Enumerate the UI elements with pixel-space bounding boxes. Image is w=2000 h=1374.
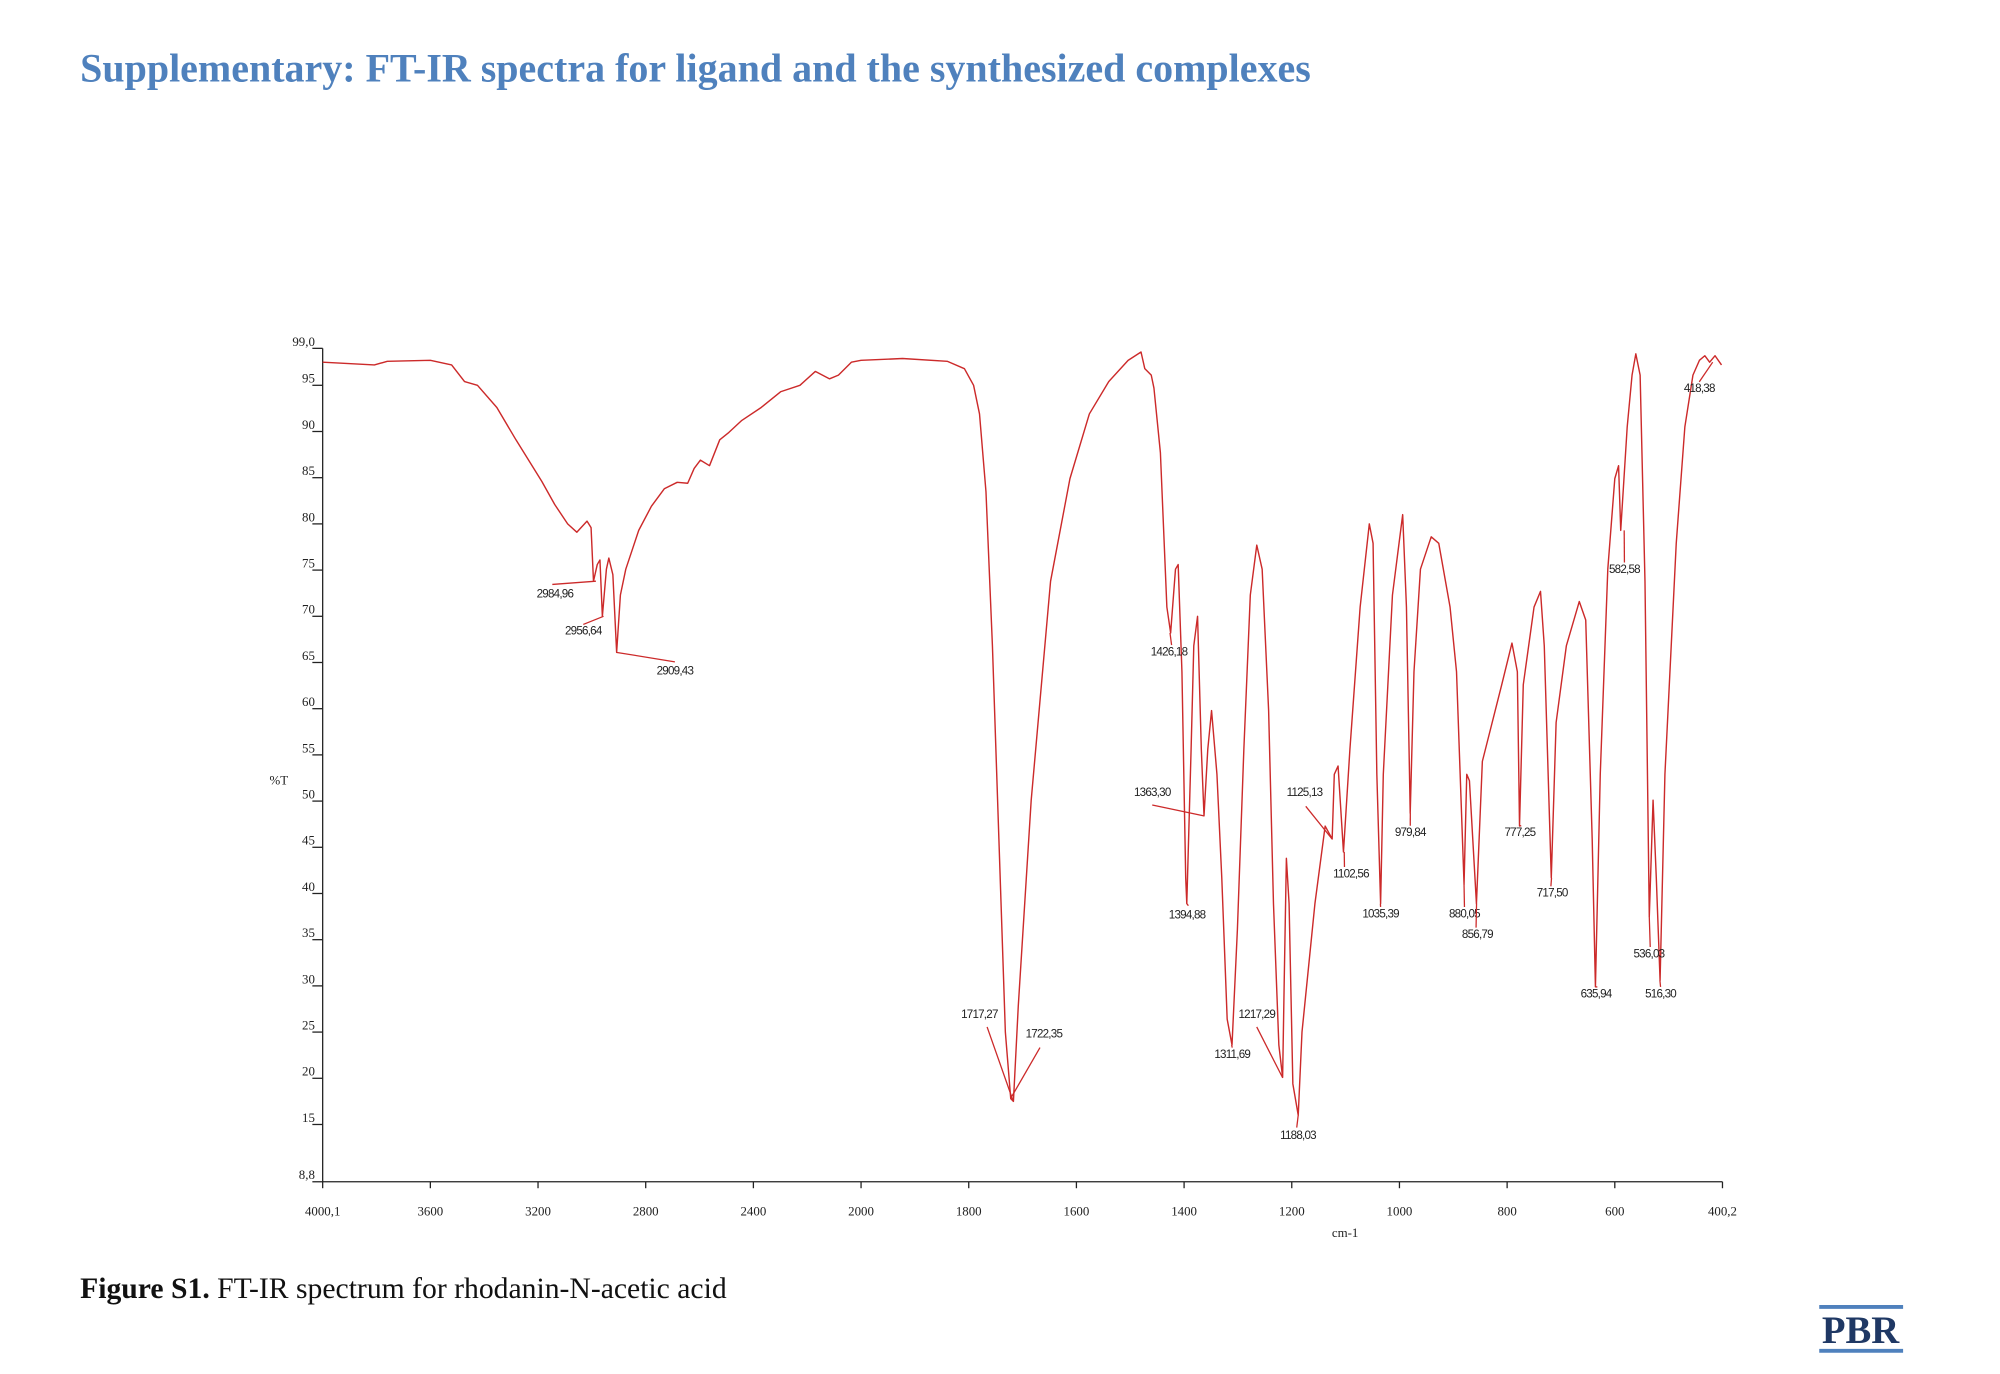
peak-label: 1125,13 bbox=[1287, 786, 1323, 799]
y-axis-label: %T bbox=[269, 773, 288, 787]
y-tick-label: 60 bbox=[302, 695, 315, 709]
x-tick-label: 1200 bbox=[1279, 1204, 1305, 1218]
peak-leader bbox=[1550, 877, 1553, 887]
y-tick-label: 35 bbox=[302, 926, 315, 940]
peak-leader bbox=[1659, 980, 1662, 988]
x-tick-label: 1400 bbox=[1171, 1204, 1197, 1218]
x-tick-label: 400,2 bbox=[1708, 1204, 1737, 1218]
peak-label: 2984,96 bbox=[537, 587, 574, 600]
y-tick-label: 80 bbox=[302, 510, 315, 524]
peak-leader bbox=[1231, 1044, 1233, 1048]
peak-leader bbox=[1648, 916, 1651, 947]
peak-label: 1363,30 bbox=[1134, 786, 1171, 799]
peak-leader bbox=[552, 580, 596, 586]
y-tick-label: 90 bbox=[302, 418, 315, 432]
x-tick-label: 3600 bbox=[417, 1204, 443, 1218]
page-title: Supplementary: FT-IR spectra for ligand … bbox=[80, 45, 1311, 90]
peak-label: 536,03 bbox=[1634, 947, 1665, 960]
x-tick-label: 600 bbox=[1605, 1204, 1624, 1218]
peak-label: 418,38 bbox=[1684, 382, 1715, 395]
x-tick-label: 1800 bbox=[956, 1204, 982, 1218]
chart: 99,0 95 90 85 80 75 70 65 60 55 50 45 40 35 30 25 20 15 8,… bbox=[269, 335, 1736, 1240]
x-tick-label: 2800 bbox=[633, 1204, 659, 1218]
y-tick-label: 95 bbox=[302, 372, 315, 386]
caption-label: Figure S1. bbox=[80, 1273, 210, 1305]
x-tick-label: 1000 bbox=[1387, 1204, 1413, 1218]
peak-label: 2909,43 bbox=[657, 665, 694, 678]
peak-label: 1394,88 bbox=[1169, 909, 1206, 922]
peak-leader bbox=[1698, 361, 1714, 383]
y-tick-label: 25 bbox=[302, 1019, 315, 1033]
x-tick-label: 3200 bbox=[525, 1204, 551, 1218]
y-tick-label: 65 bbox=[302, 649, 315, 663]
spectrum-line bbox=[322, 351, 1723, 1116]
peak-label: 2956,64 bbox=[565, 625, 603, 638]
peak-label: 777,25 bbox=[1504, 826, 1535, 839]
figure-caption: Figure S1. FT-IR spectrum for rhodanin-N… bbox=[80, 1273, 727, 1305]
logo: PBR bbox=[1822, 1310, 1900, 1352]
peak-leader bbox=[1152, 804, 1204, 817]
y-tick-label: 75 bbox=[302, 557, 315, 571]
x-tick-label: 800 bbox=[1497, 1204, 1516, 1218]
peak-label: 1426,18 bbox=[1151, 645, 1188, 658]
peak-label: 1188,03 bbox=[1280, 1129, 1316, 1142]
caption-text: FT-IR spectrum for rhodanin-N-acetic aci… bbox=[217, 1273, 727, 1305]
y-tick-label: 40 bbox=[302, 880, 315, 894]
y-tick-label: 30 bbox=[302, 972, 315, 986]
x-tick-label: 4000,1 bbox=[305, 1204, 340, 1218]
peak-label: 635,94 bbox=[1581, 987, 1613, 1000]
y-tick-label: 20 bbox=[302, 1065, 315, 1079]
y-tick-label: 70 bbox=[302, 603, 315, 617]
peak-leader bbox=[583, 615, 604, 626]
peak-leader bbox=[986, 1026, 1014, 1102]
x-axis-label: cm-1 bbox=[1332, 1226, 1359, 1240]
y-tick-label: 55 bbox=[302, 741, 315, 755]
peak-label: 1311,69 bbox=[1214, 1048, 1250, 1061]
peak-leader bbox=[1305, 805, 1333, 840]
peak-label: 1035,39 bbox=[1362, 907, 1399, 920]
peak-label: 582,58 bbox=[1609, 563, 1640, 576]
peak-leader bbox=[1256, 1026, 1284, 1078]
y-tick-label: 50 bbox=[302, 788, 315, 802]
x-tick-label: 2000 bbox=[848, 1204, 874, 1218]
peak-label: 516,30 bbox=[1645, 987, 1676, 1000]
peak-label: 880,05 bbox=[1449, 907, 1480, 920]
y-tick-label: 15 bbox=[302, 1111, 315, 1125]
peak-label: 856,79 bbox=[1462, 928, 1493, 941]
peak-label: 1217,29 bbox=[1238, 1008, 1275, 1021]
peak-leader bbox=[1186, 903, 1189, 907]
peak-leader bbox=[1009, 1047, 1041, 1099]
peak-leader bbox=[1169, 632, 1173, 646]
peak-label: 1102,56 bbox=[1333, 867, 1369, 880]
peak-label: 717,50 bbox=[1537, 887, 1568, 900]
peak-leader bbox=[1296, 1115, 1299, 1128]
peak-label: 1717,27 bbox=[961, 1008, 998, 1021]
y-tick-label: 45 bbox=[302, 834, 315, 848]
y-tick-label: 8,8 bbox=[299, 1168, 315, 1182]
y-tick-label: 99,0 bbox=[292, 335, 315, 349]
peak-label: 979,84 bbox=[1395, 826, 1427, 839]
peak-leader bbox=[616, 651, 675, 663]
y-tick-label: 85 bbox=[302, 464, 315, 478]
x-tick-label: 2400 bbox=[740, 1204, 766, 1218]
x-tick-label: 1600 bbox=[1064, 1204, 1090, 1218]
peak-label: 1722,35 bbox=[1026, 1027, 1063, 1040]
